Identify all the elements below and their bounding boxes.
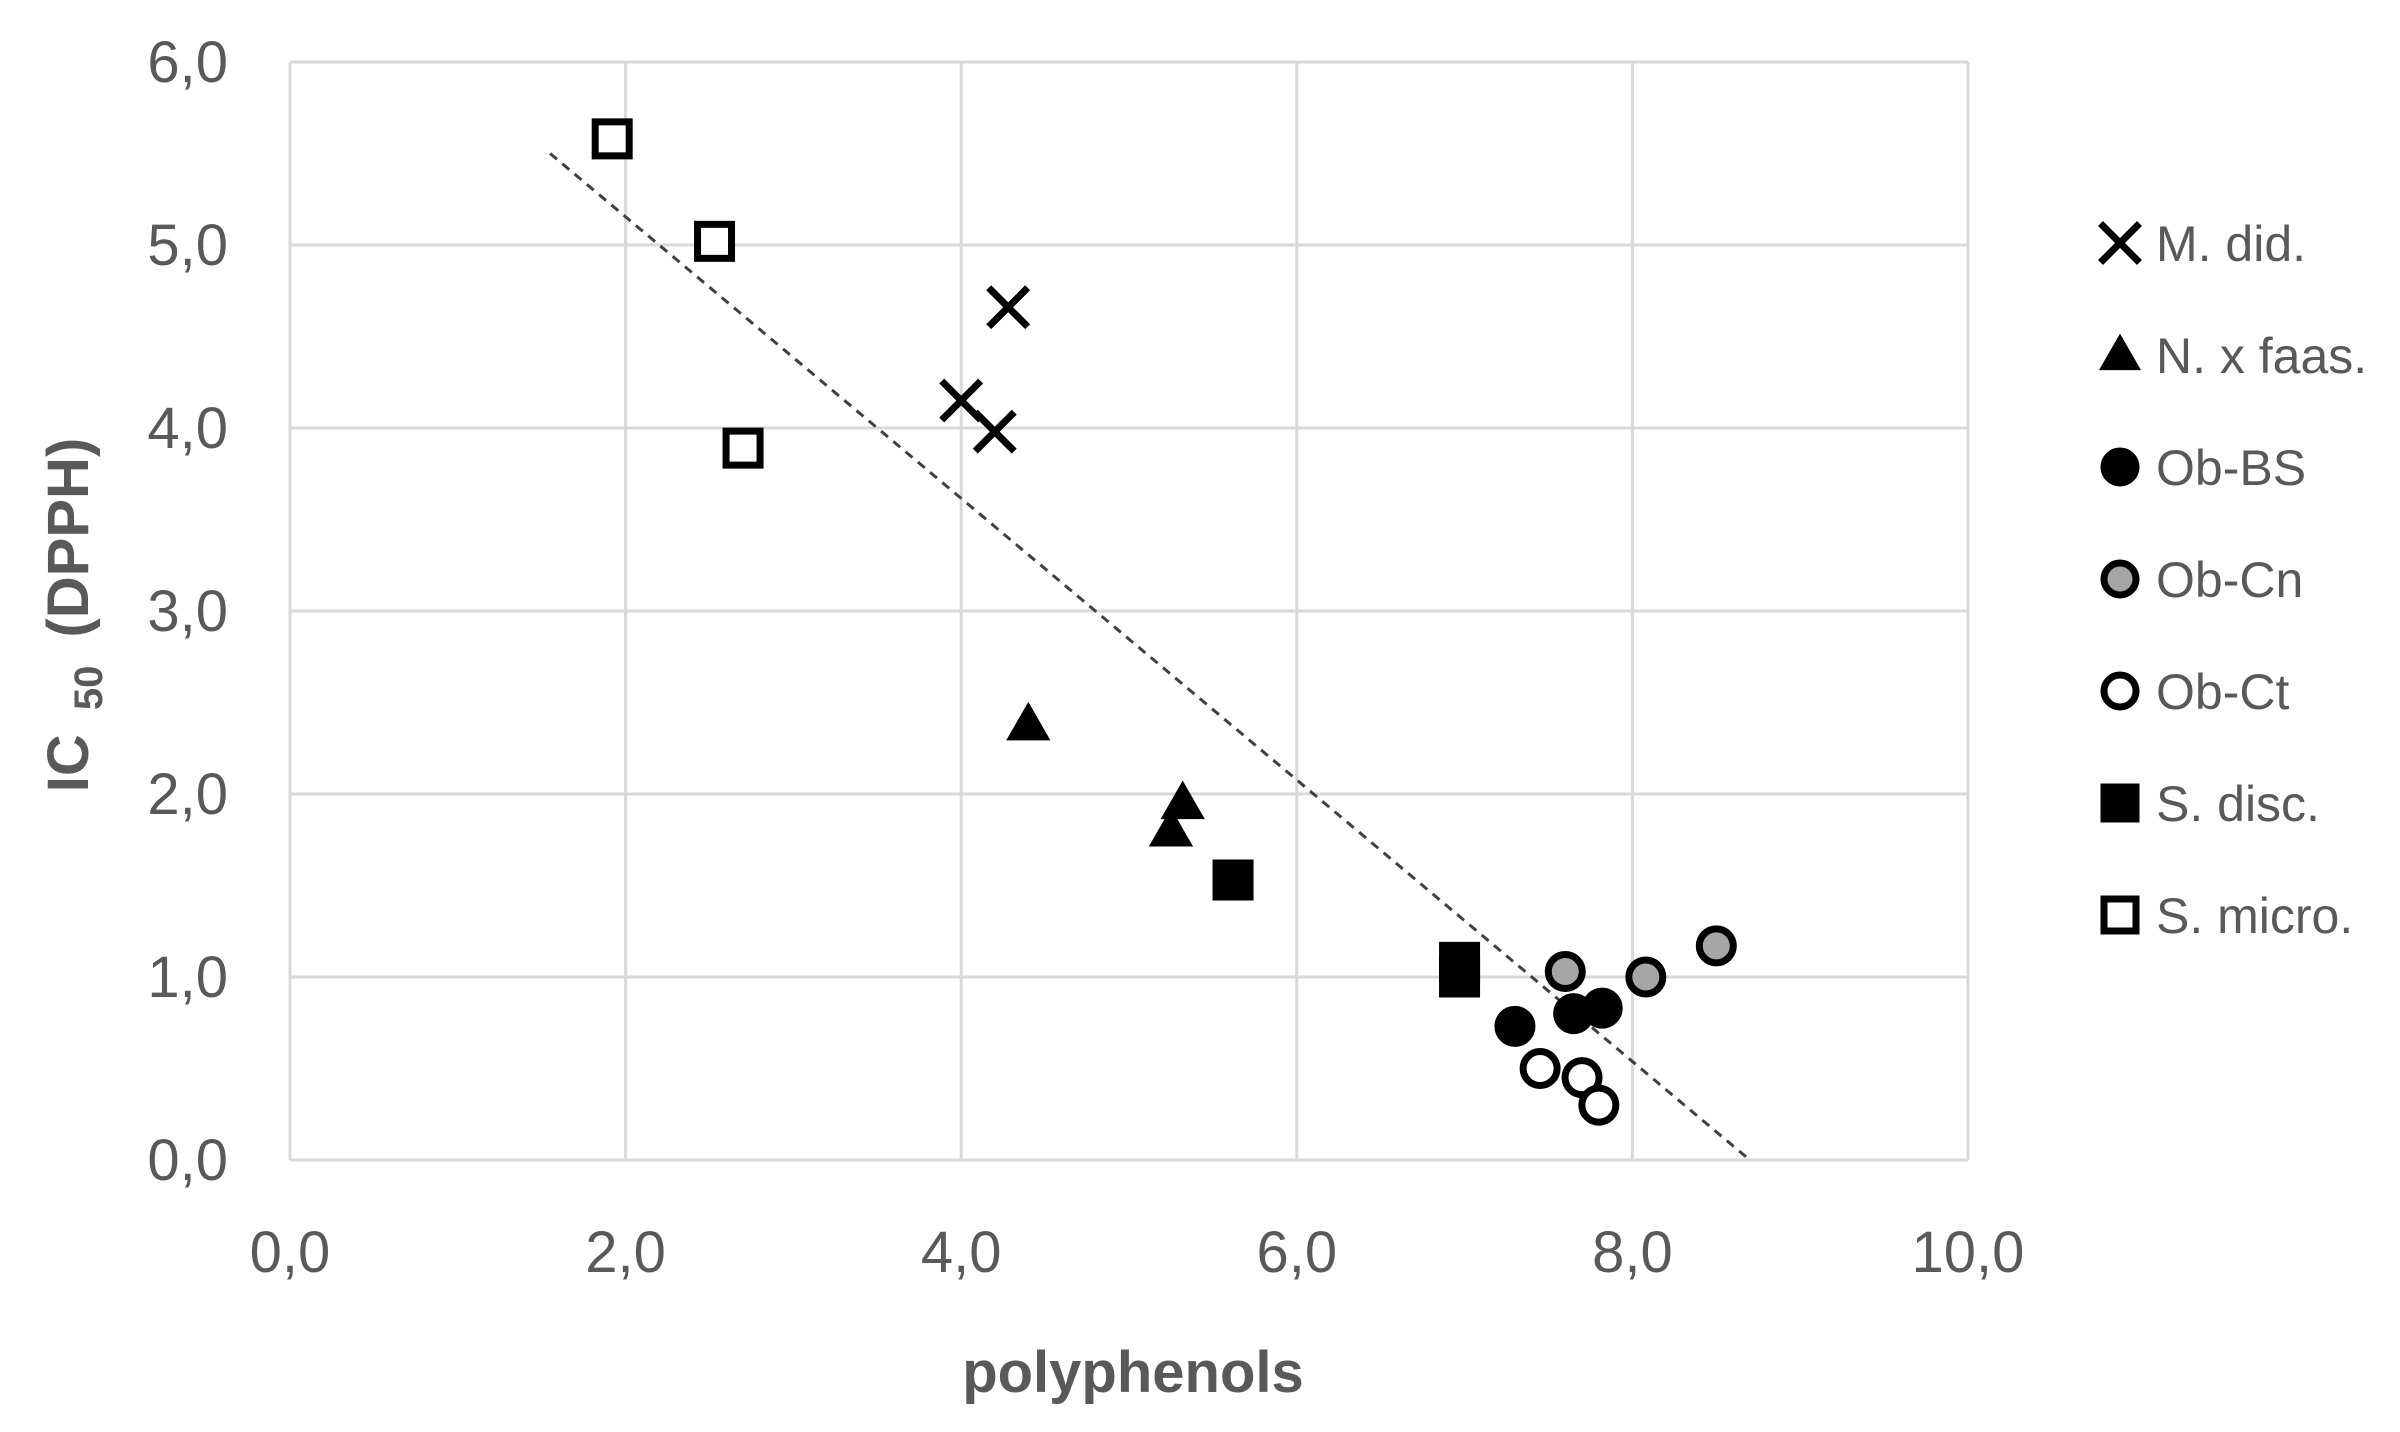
legend-label-5: S. disc. <box>2156 776 2320 832</box>
x-tick-label-2: 4,0 <box>921 1220 1002 1285</box>
y-tick-label-5: 5,0 <box>147 213 228 278</box>
point-series-6-2 <box>722 427 764 469</box>
x-tick-label-4: 8,0 <box>1592 1220 1673 1285</box>
legend-marker-6 <box>2100 895 2140 935</box>
point-series-3-0 <box>1544 951 1586 993</box>
x-axis-title: polyphenols <box>962 1340 1304 1405</box>
point-series-0-2 <box>986 285 1031 330</box>
svg-text:IC 50 (DPPH): IC 50 (DPPH) <box>36 438 115 793</box>
y-axis-title: IC 50 (DPPH) <box>36 438 115 793</box>
legend: M. did. N. x faas. Ob-BS Ob-Cn Ob-Ct S. disc.… <box>2098 216 2367 944</box>
point-series-3-2 <box>1695 925 1737 967</box>
point-series-2-2 <box>1581 987 1623 1029</box>
trendline-layer <box>549 152 1751 1162</box>
y-tick-label-2: 2,0 <box>147 762 228 827</box>
legend-marker-1 <box>2099 333 2141 371</box>
legend-marker-3 <box>2100 559 2140 599</box>
y-axis-title-tail: (DPPH) <box>36 438 101 638</box>
legend-marker-5 <box>2100 783 2140 823</box>
y-tick-labels: 0,0 1,0 2,0 3,0 4,0 5,0 6,0 <box>147 30 228 1193</box>
x-tick-label-1: 2,0 <box>585 1220 666 1285</box>
point-series-1-0 <box>1006 701 1051 741</box>
point-series-0-0 <box>939 378 984 423</box>
point-series-6-1 <box>694 220 736 262</box>
point-series-3-1 <box>1625 956 1667 998</box>
point-series-4-0 <box>1519 1048 1561 1089</box>
data-points <box>591 118 1737 1126</box>
y-axis-title-subscript: 50 <box>67 666 111 711</box>
point-series-5-0 <box>1212 859 1254 901</box>
x-tick-label-5: 10,0 <box>1912 1220 2025 1285</box>
legend-marker-2 <box>2100 447 2140 487</box>
y-tick-label-1: 1,0 <box>147 945 228 1010</box>
x-tick-label-0: 0,0 <box>250 1220 331 1285</box>
grid <box>288 60 1970 1162</box>
point-series-2-0 <box>1494 1005 1536 1047</box>
x-tick-label-3: 6,0 <box>1256 1220 1337 1285</box>
legend-marker-4 <box>2100 671 2140 711</box>
legend-label-1: N. x faas. <box>2156 328 2367 384</box>
point-series-0-1 <box>972 409 1017 454</box>
legend-label-3: Ob-Cn <box>2156 552 2303 608</box>
legend-label-6: S. micro. <box>2156 888 2353 944</box>
legend-label-4: Ob-Ct <box>2156 664 2289 720</box>
point-series-5-2 <box>1439 941 1481 983</box>
y-tick-label-6: 6,0 <box>147 30 228 95</box>
y-axis-title-main: IC <box>36 734 101 792</box>
point-series-4-2 <box>1578 1084 1620 1126</box>
x-tick-labels: 0,0 2,0 4,0 6,0 8,0 10,0 <box>250 1220 2025 1285</box>
trendline <box>549 152 1751 1162</box>
legend-marker-0 <box>2098 221 2142 265</box>
y-tick-label-4: 4,0 <box>147 396 228 461</box>
y-tick-label-3: 3,0 <box>147 579 228 644</box>
y-tick-label-0: 0,0 <box>147 1128 228 1193</box>
point-series-1-1 <box>1148 808 1194 847</box>
point-series-1-2 <box>1160 780 1205 820</box>
legend-label-2: Ob-BS <box>2156 440 2306 496</box>
point-series-6-0 <box>591 118 633 160</box>
legend-label-0: M. did. <box>2156 216 2306 272</box>
